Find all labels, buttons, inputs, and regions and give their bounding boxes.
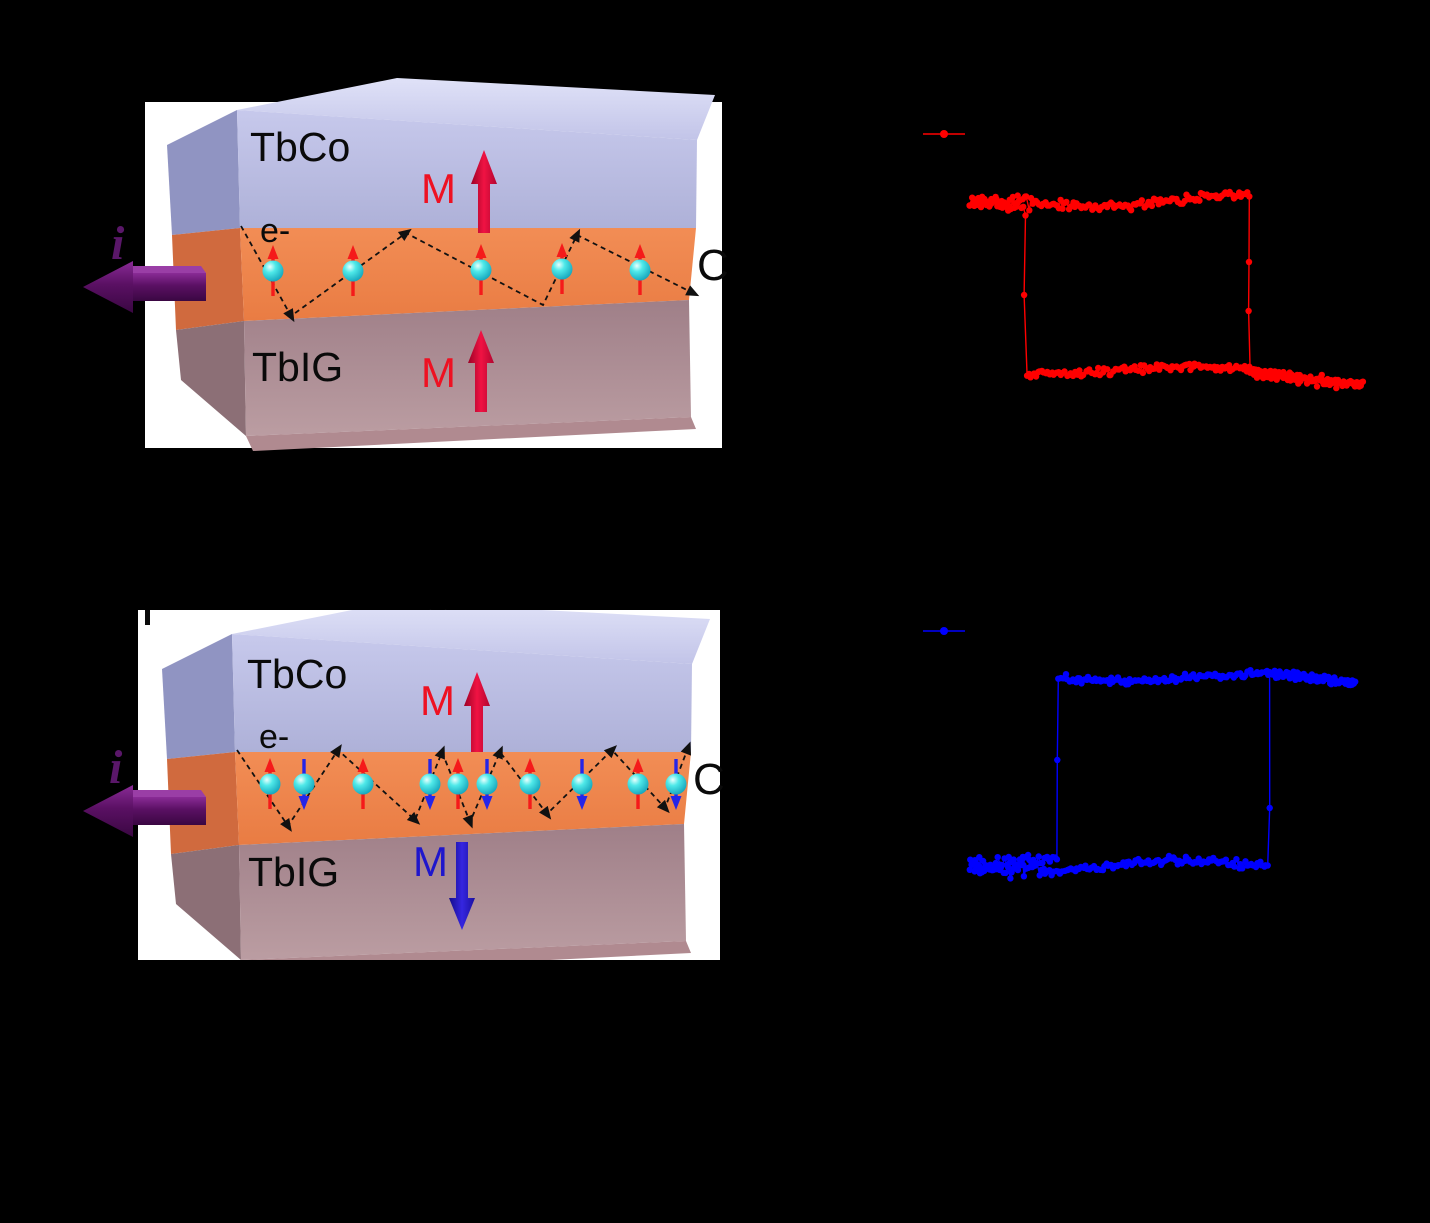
scatter-arrowhead bbox=[680, 741, 691, 756]
scatter-antiparallel bbox=[966, 667, 1359, 882]
label-tbig: TbIG bbox=[252, 344, 343, 390]
label-tbig: TbIG bbox=[248, 849, 339, 895]
spin-arrowhead bbox=[424, 796, 436, 810]
electron-sphere bbox=[470, 259, 492, 281]
label-electron: e- bbox=[260, 212, 290, 250]
legend-dot bbox=[940, 627, 948, 635]
legend-marker-antiparallel bbox=[923, 627, 965, 635]
spin-arrowhead bbox=[481, 796, 493, 810]
spin-arrowhead bbox=[634, 244, 646, 258]
electron-sphere bbox=[665, 773, 687, 795]
label-tbco: TbCo bbox=[247, 651, 347, 697]
electron-sphere bbox=[551, 258, 573, 280]
label-m-tbco: M bbox=[421, 165, 456, 212]
m-down-arrow-tbig bbox=[449, 842, 475, 930]
label-electron: e- bbox=[259, 718, 289, 756]
label-current: i bbox=[111, 217, 125, 270]
label-tbco: TbCo bbox=[250, 124, 350, 170]
scatter-arrowhead bbox=[603, 745, 617, 759]
electron-sphere bbox=[476, 773, 498, 795]
scatter-arrowhead bbox=[283, 308, 295, 323]
zigzag-parallel bbox=[240, 225, 700, 323]
spin-arrowhead bbox=[347, 245, 359, 259]
spin-arrowhead bbox=[357, 758, 369, 772]
electron-sphere bbox=[519, 773, 541, 795]
scatter-arrowhead bbox=[569, 228, 581, 243]
label-m-tbig: M bbox=[413, 838, 448, 885]
scatter-arrowhead bbox=[538, 805, 552, 820]
label-cu: C bbox=[697, 241, 729, 290]
series-line bbox=[968, 190, 1365, 391]
scatter-arrowhead bbox=[397, 228, 412, 241]
spin-arrowhead bbox=[632, 758, 644, 772]
spin-arrowhead bbox=[576, 796, 588, 810]
panel-plot-antiparallel bbox=[923, 627, 1359, 882]
scatter-arrowhead bbox=[406, 811, 421, 825]
electron-sphere bbox=[419, 773, 441, 795]
scatter-arrowhead bbox=[434, 745, 445, 760]
label-current: i bbox=[109, 741, 123, 794]
spin-arrowhead bbox=[475, 244, 487, 258]
electron-sphere bbox=[352, 773, 374, 795]
zigzag-antiparallel bbox=[236, 741, 691, 832]
electron-sphere bbox=[571, 773, 593, 795]
label-m-tbco: M bbox=[420, 677, 455, 724]
electron-sphere bbox=[342, 260, 364, 282]
m-up-arrow-tbig bbox=[468, 330, 494, 412]
legend-marker-parallel bbox=[923, 130, 965, 138]
scatter-arrowhead bbox=[330, 744, 342, 759]
scatter-parallel bbox=[966, 188, 1367, 392]
spin-arrowhead bbox=[452, 758, 464, 772]
spin-arrowhead bbox=[267, 245, 279, 259]
legend-dot bbox=[940, 130, 948, 138]
panel-plot-parallel bbox=[923, 130, 1367, 392]
spins-antiparallel bbox=[259, 758, 687, 810]
spin-arrowhead bbox=[556, 243, 568, 257]
scatter-arrowhead bbox=[656, 799, 670, 814]
electron-sphere bbox=[293, 773, 315, 795]
scatter-arrowhead bbox=[685, 285, 700, 297]
spins-parallel bbox=[262, 243, 651, 296]
spin-arrowhead bbox=[298, 796, 310, 810]
electron-sphere bbox=[262, 260, 284, 282]
m-up-arrow-tbco bbox=[464, 672, 490, 752]
scatter-arrowhead bbox=[462, 814, 473, 829]
scatter-arrowhead bbox=[492, 745, 503, 760]
spin-arrowhead bbox=[524, 758, 536, 772]
electron-sphere bbox=[629, 259, 651, 281]
scatter-arrowhead bbox=[280, 817, 292, 832]
electron-sphere bbox=[447, 773, 469, 795]
m-up-arrow-tbco bbox=[471, 150, 497, 233]
panel-diagram-antiparallel: TbCo e- C TbIG M M i bbox=[83, 608, 725, 960]
label-m-tbig: M bbox=[421, 349, 456, 396]
spin-arrowhead bbox=[264, 758, 276, 772]
label-cu: C bbox=[693, 755, 725, 804]
spin-arrowhead bbox=[670, 796, 682, 810]
caption-fragment-p bbox=[145, 610, 150, 625]
series-line bbox=[969, 669, 1357, 879]
electron-sphere bbox=[627, 773, 649, 795]
panel-diagram-parallel: TbCo e- C TbIG M M i bbox=[83, 78, 729, 451]
electron-sphere bbox=[259, 773, 281, 795]
